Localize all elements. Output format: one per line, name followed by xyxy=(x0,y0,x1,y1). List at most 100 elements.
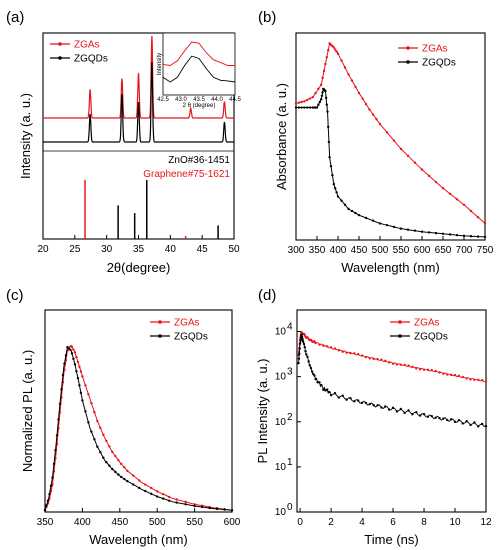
panel-b-xtick-label: 400 xyxy=(330,245,347,256)
panel-d-ytick-label: 10 xyxy=(275,417,287,428)
inset-xlabel: 2 θ (degree) xyxy=(183,103,216,109)
panel-c-marker-ZGQDs xyxy=(60,388,63,391)
panel-d-marker-ZGQDs xyxy=(411,413,414,416)
panel-b-marker-ZGQDs xyxy=(385,223,389,227)
panel-c-marker-ZGQDs xyxy=(75,370,78,373)
panel-b-marker-ZGQDs xyxy=(448,233,452,236)
panel-d-marker-ZGQDs xyxy=(442,417,445,420)
panel-d-marker-ZGAs xyxy=(337,349,341,352)
panel-d-ytick-exponent: 0 xyxy=(287,502,293,513)
panel-c-marker-ZGAs xyxy=(102,433,105,436)
panel-d-marker-ZGQDs xyxy=(484,424,488,428)
panel-c-marker-ZGAs xyxy=(138,479,141,482)
panel-d-marker-ZGQDs xyxy=(324,389,327,392)
panel-b-marker-ZGQDs xyxy=(318,100,321,104)
panel-d-marker-ZGQDs xyxy=(297,357,301,360)
panel-d-marker-ZGQDs xyxy=(314,377,317,381)
panel-d-marker-ZGQDs xyxy=(430,414,433,418)
panel-d-marker-ZGQDs xyxy=(300,335,304,338)
panel-d-marker-ZGQDs xyxy=(299,339,302,342)
panel-b-marker-ZGQDs xyxy=(462,234,466,238)
panel-d-marker-ZGAs xyxy=(411,365,414,369)
panel-c-marker-ZGQDs xyxy=(123,477,126,481)
panel-c-marker-ZGAs xyxy=(123,466,126,469)
panel-b-marker-ZGQDs xyxy=(347,207,350,211)
panel-c-marker-ZGAs xyxy=(81,375,84,378)
panel-a-xtick-label: 20 xyxy=(37,244,49,255)
panel-b-marker-ZGQDs xyxy=(331,173,334,177)
panel-c-marker-ZGAs xyxy=(175,498,178,501)
panel-b-marker-ZGAs xyxy=(434,180,438,184)
panel-b-marker-ZGQDs xyxy=(294,106,298,109)
panel-c-marker-ZGAs xyxy=(156,490,159,493)
panel-d-marker-ZGQDs xyxy=(322,388,325,391)
panel-a-reference-label: ZnO#36-1451 xyxy=(168,155,230,166)
panel-d-legend-label: ZGQDs xyxy=(414,332,448,343)
panel-c-marker-ZGQDs xyxy=(93,437,96,441)
panel-d-marker-ZGQDs xyxy=(327,390,331,394)
panel-b-marker-ZGQDs xyxy=(308,106,312,109)
panel-c-marker-ZGQDs xyxy=(102,456,105,459)
panel-b-marker-ZGAs xyxy=(361,97,364,100)
panel-d-marker-ZGQDs xyxy=(333,392,337,395)
panel-b-series-ZGQDs xyxy=(296,87,486,238)
panel-c-marker-ZGQDs xyxy=(99,451,102,454)
panel-d-marker-ZGQDs xyxy=(318,381,321,384)
panel-d-marker-ZGAs xyxy=(473,378,476,381)
panel-b-marker-ZGQDs xyxy=(328,156,331,159)
panel-c-xtick-label: 600 xyxy=(224,517,241,528)
panel-d-marker-ZGQDs xyxy=(403,411,406,415)
panel-d-marker-ZGQDs xyxy=(356,399,360,402)
panel-d-ytick-label: 10 xyxy=(275,372,287,383)
panel-c-marker-ZGQDs xyxy=(45,504,48,507)
panel-c-marker-ZGQDs xyxy=(105,461,108,464)
panel-b-marker-ZGAs xyxy=(427,174,431,178)
panel-c-marker-ZGAs xyxy=(144,483,147,486)
panel-b-xtick-label: 750 xyxy=(477,245,494,256)
panel-c-marker-ZGAs xyxy=(120,462,123,466)
panel-c-marker-ZGAs xyxy=(99,426,102,430)
inset-xtick-label: 43.0 xyxy=(175,97,187,103)
panel-c-marker-ZGAs xyxy=(193,503,196,506)
panel-b-marker-ZGAs xyxy=(375,118,378,121)
panel-a-xtick-label: 35 xyxy=(133,244,145,255)
panel-c-marker-ZGAs xyxy=(105,439,108,443)
panel-c-marker-ZGQDs xyxy=(96,445,99,448)
panel-d-marker-ZGAs xyxy=(446,373,449,376)
panel-b-marker-ZGAs xyxy=(294,102,298,105)
panel-c-marker-ZGAs xyxy=(117,458,120,462)
panel-d-marker-ZGQDs xyxy=(309,366,313,370)
panel-b-marker-ZGQDs xyxy=(324,89,327,93)
panel-b-marker-ZGAs xyxy=(354,85,357,89)
panel-c-marker-ZGAs xyxy=(79,370,83,373)
panel-d-ytick-exponent: 2 xyxy=(287,412,293,423)
panel-d-xtick-label: 0 xyxy=(297,517,303,528)
panel-d-marker-ZGQDs xyxy=(304,350,307,353)
panel-b-marker-ZGAs xyxy=(483,222,487,225)
panel-c-marker-ZGQDs xyxy=(167,499,171,502)
panel-c-marker-ZGAs xyxy=(78,365,81,368)
panel-b-marker-ZGAs xyxy=(334,48,337,51)
panel-b-marker-ZGAs xyxy=(297,101,300,104)
panel-b-marker-ZGQDs xyxy=(392,225,396,229)
panel-b-marker-ZGQDs xyxy=(332,182,335,186)
panel-c-marker-ZGAs xyxy=(72,348,75,351)
panel-c-marker-ZGQDs xyxy=(215,507,219,511)
panel-b-marker-ZGQDs xyxy=(476,235,480,238)
panel-b-marker-ZGQDs xyxy=(334,187,337,190)
panel-b: (b) ZGAs ZGQDs 300 350 400 450 500 550 600 650 700 7… xyxy=(258,9,494,275)
panel-d-marker-ZGAs xyxy=(469,378,472,381)
panel-c-marker-ZGQDs xyxy=(58,402,62,406)
panel-b-marker-ZGAs xyxy=(347,73,350,76)
panel-b-marker-ZGAs xyxy=(321,76,324,80)
panel-d-ytick-exponent: 4 xyxy=(287,322,293,333)
panel-d-marker-ZGQDs xyxy=(316,381,319,384)
panel-d-marker-ZGAs xyxy=(407,364,410,367)
panel-b-legend-label: ZGQDs xyxy=(422,58,456,69)
panel-d-marker-ZGAs xyxy=(457,374,461,378)
inset-xtick-label: 42.5 xyxy=(157,97,169,103)
panel-b-marker-ZGAs xyxy=(385,131,389,134)
panel-b-marker-ZGQDs xyxy=(340,199,343,202)
panel-d-marker-ZGQDs xyxy=(391,406,395,410)
panel-c-marker-ZGAs xyxy=(76,360,80,364)
